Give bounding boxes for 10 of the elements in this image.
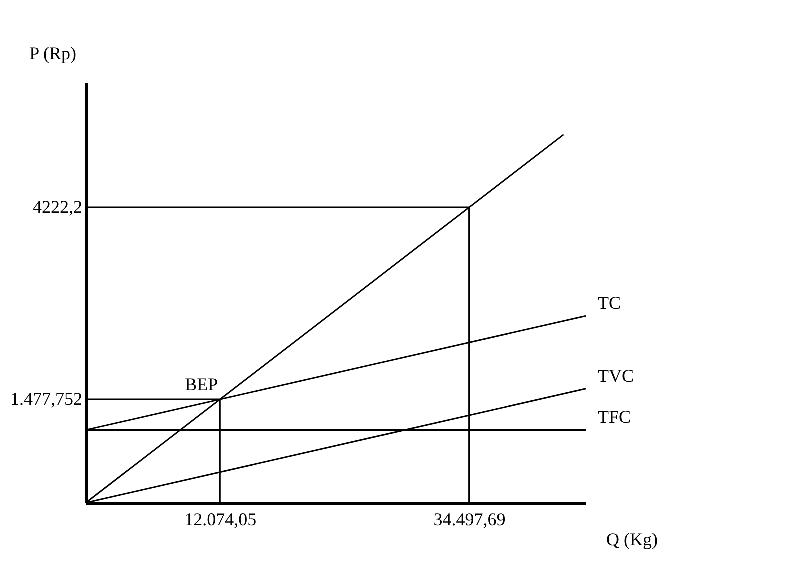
series-label: TFC xyxy=(598,407,632,428)
x-axis-title: Q (Kg) xyxy=(606,530,658,550)
series-label: TC xyxy=(598,293,622,314)
annotation: BEP xyxy=(185,374,218,395)
x-tick-label: 12.074,05 xyxy=(184,510,257,530)
y-axis-title: P (Rp) xyxy=(30,44,76,64)
series-label: TVC xyxy=(598,366,634,386)
y-tick-label: 4222,2 xyxy=(33,196,82,217)
x-tick-label: 34.497,69 xyxy=(434,510,506,530)
y-tick-label: 1.477,752 xyxy=(10,389,82,410)
